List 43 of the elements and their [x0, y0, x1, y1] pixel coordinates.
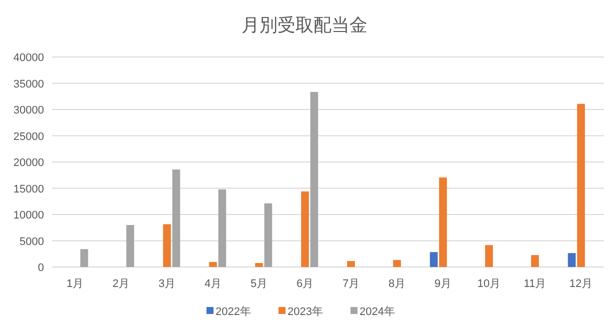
bar	[485, 245, 493, 267]
x-tick-label: 2月	[112, 278, 130, 290]
y-tick-label: 15000	[13, 183, 44, 196]
bar	[163, 224, 171, 267]
y-tick-label: 0	[38, 262, 44, 274]
bar	[310, 92, 318, 267]
bar	[255, 263, 263, 267]
bar	[531, 255, 539, 267]
x-tick-label: 1月	[66, 278, 84, 290]
bar	[568, 253, 576, 267]
y-tick-label: 5000	[20, 236, 44, 248]
bar	[301, 191, 309, 267]
bar	[264, 203, 272, 267]
legend-label: 2023年	[288, 306, 323, 318]
x-tick-label: 11月	[524, 278, 546, 290]
bar	[577, 104, 585, 267]
y-tick-label: 30000	[13, 104, 44, 116]
y-tick-label: 35000	[13, 78, 44, 90]
bar	[347, 261, 355, 267]
y-tick-label: 10000	[13, 210, 44, 222]
x-tick-label: 4月	[204, 278, 222, 290]
x-tick-label: 7月	[342, 278, 360, 290]
bar	[209, 262, 217, 267]
legend-label: 2024年	[360, 306, 395, 318]
bar	[439, 177, 447, 267]
bar	[393, 260, 401, 267]
x-tick-label: 9月	[434, 278, 452, 290]
bar	[218, 189, 226, 267]
x-tick-label: 5月	[250, 278, 268, 290]
bar	[80, 249, 88, 267]
y-tick-label: 25000	[13, 130, 44, 143]
x-tick-label: 10月	[477, 278, 501, 290]
chart-title: 月別受取配当金	[242, 15, 368, 35]
bar	[430, 252, 438, 267]
x-tick-label: 12月	[569, 278, 593, 290]
x-tick-label: 6月	[296, 278, 314, 290]
bar	[126, 225, 134, 267]
legend-label: 2022年	[216, 306, 251, 318]
bar	[172, 170, 180, 267]
x-tick-label: 3月	[158, 278, 176, 290]
y-tick-label: 40000	[13, 52, 44, 64]
x-tick-label: 8月	[388, 278, 406, 290]
y-tick-label: 20000	[13, 157, 44, 169]
